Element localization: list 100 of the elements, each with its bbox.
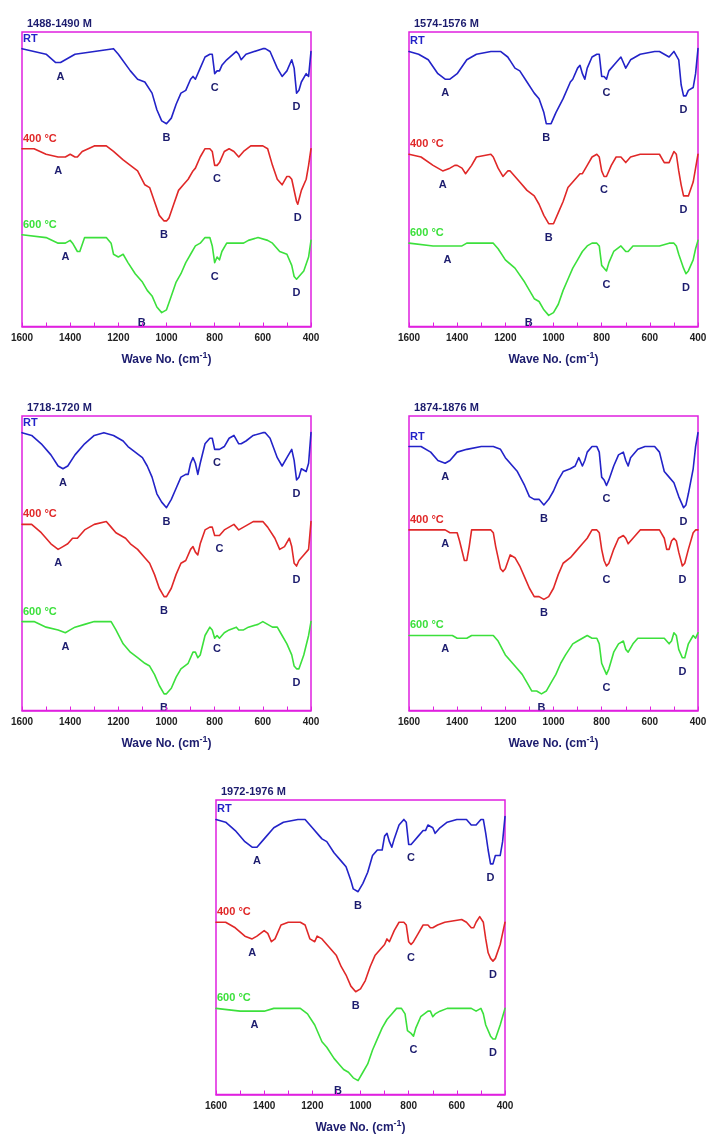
- annotation: C: [602, 86, 611, 99]
- annotation: D: [679, 102, 688, 115]
- x-tick-label: 1200: [301, 1100, 324, 1111]
- x-tick-label: 600: [641, 332, 659, 343]
- annotation: D: [679, 514, 688, 527]
- x-tick-label: 400: [302, 332, 320, 343]
- annotation: D: [292, 100, 301, 113]
- x-tick-label: 1600: [397, 332, 421, 343]
- annotation: D: [292, 675, 301, 688]
- annotation: B: [537, 700, 546, 713]
- annotation: D: [679, 202, 688, 215]
- chart-title: 1574-1576 M: [414, 16, 479, 29]
- annotation: B: [162, 514, 171, 527]
- annotation: A: [441, 536, 450, 549]
- series-label: RT: [23, 31, 38, 44]
- annotation: A: [58, 475, 67, 488]
- annotation: B: [354, 898, 363, 911]
- x-tick-label: 1000: [542, 332, 566, 343]
- annotation: D: [293, 211, 302, 224]
- x-tick-label: 1000: [155, 332, 179, 343]
- annotation: C: [210, 269, 219, 282]
- x-tick-label: 1200: [107, 716, 130, 727]
- series-label: 600 °C: [410, 618, 444, 631]
- annotation: B: [351, 998, 360, 1011]
- annotation: B: [539, 606, 548, 619]
- chart-title: 1488-1490 M: [27, 16, 92, 29]
- series-label: 600 °C: [217, 991, 251, 1004]
- x-tick-label: 1000: [349, 1100, 373, 1111]
- x-tick-label: 1000: [155, 716, 179, 727]
- annotation: C: [213, 456, 222, 469]
- x-tick-label: 1400: [446, 332, 469, 343]
- annotation: A: [441, 470, 450, 483]
- annotation: B: [544, 230, 553, 243]
- series-label: 600 °C: [23, 217, 57, 230]
- annotation: A: [54, 164, 63, 177]
- x-tick-label: 1400: [59, 332, 82, 343]
- chart-title: 1718-1720 M: [27, 400, 92, 413]
- annotation: B: [162, 130, 171, 143]
- annotation: A: [438, 177, 447, 190]
- chart-title: 1874-1876 M: [414, 400, 479, 413]
- annotation: C: [213, 642, 222, 655]
- annotation: A: [250, 1018, 259, 1031]
- series-label: 600 °C: [23, 604, 57, 617]
- x-tick-label: 800: [206, 716, 224, 727]
- annotation: D: [292, 573, 301, 586]
- annotation: A: [441, 642, 450, 655]
- annotation: D: [681, 280, 690, 293]
- x-tick-label: 400: [689, 332, 707, 343]
- x-tick-label: 400: [302, 716, 320, 727]
- annotation: C: [210, 80, 219, 93]
- x-tick-label: 1600: [10, 332, 34, 343]
- series-label: 400 °C: [410, 137, 444, 150]
- series-label: 400 °C: [23, 131, 57, 144]
- annotation: D: [292, 286, 301, 299]
- x-tick-label: 800: [593, 716, 611, 727]
- annotation: C: [407, 951, 416, 964]
- annotation: C: [602, 573, 611, 586]
- annotation: B: [524, 316, 533, 328]
- annotation: C: [602, 277, 611, 290]
- annotation: A: [443, 252, 452, 265]
- annotation: C: [409, 1043, 418, 1056]
- x-tick-label: 800: [400, 1100, 418, 1111]
- x-tick-label: 600: [254, 332, 272, 343]
- annotation: C: [602, 681, 611, 694]
- annotation: D: [488, 1045, 497, 1058]
- x-tick-label: 1600: [10, 716, 34, 727]
- annotation: A: [252, 854, 261, 867]
- x-tick-label: 1400: [446, 716, 469, 727]
- annotation: C: [600, 183, 609, 196]
- annotation: D: [292, 486, 301, 499]
- series-label: 400 °C: [217, 905, 251, 918]
- series-label: 600 °C: [410, 226, 444, 239]
- series-label: RT: [410, 34, 425, 47]
- annotation: B: [539, 511, 548, 524]
- x-tick-label: 600: [641, 716, 659, 727]
- annotation: B: [542, 130, 551, 143]
- x-tick-label: 400: [496, 1100, 514, 1111]
- annotation: B: [160, 227, 169, 240]
- annotation: B: [137, 316, 146, 328]
- x-tick-label: 1600: [204, 1100, 228, 1111]
- annotation: D: [678, 573, 687, 586]
- annotation: C: [407, 851, 416, 864]
- series-label: RT: [23, 415, 38, 428]
- annotation: A: [248, 945, 257, 958]
- annotation: B: [334, 1084, 343, 1096]
- x-tick-label: 600: [448, 1100, 466, 1111]
- annotation: A: [56, 69, 65, 82]
- annotation: A: [61, 250, 70, 263]
- x-tick-label: 1400: [253, 1100, 276, 1111]
- series-label: RT: [217, 802, 232, 815]
- x-tick-label: 1600: [397, 716, 421, 727]
- annotation: A: [54, 556, 63, 569]
- annotation: D: [678, 664, 687, 677]
- annotation: C: [215, 542, 224, 555]
- series-label: 400 °C: [410, 512, 444, 525]
- x-tick-label: 1200: [494, 332, 517, 343]
- x-tick-label: 1400: [59, 716, 82, 727]
- x-tick-label: 1200: [107, 332, 130, 343]
- series-label: RT: [410, 429, 425, 442]
- annotation: C: [602, 492, 611, 505]
